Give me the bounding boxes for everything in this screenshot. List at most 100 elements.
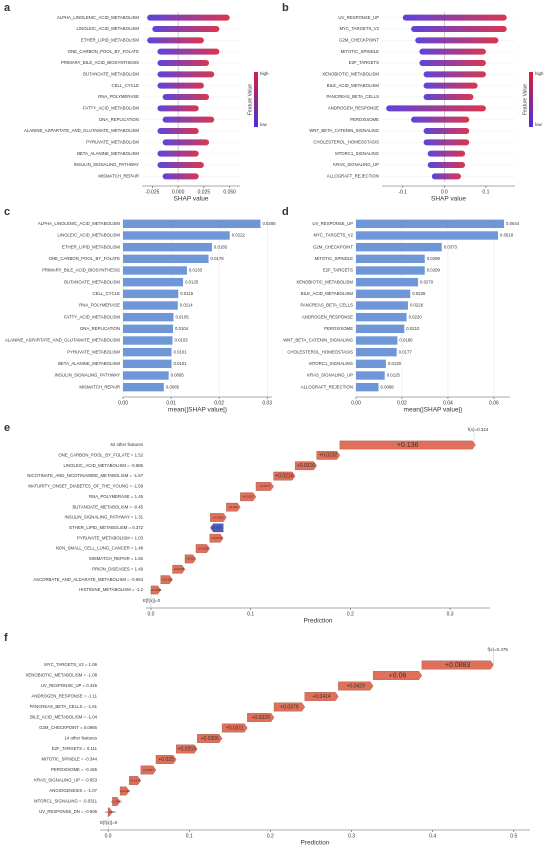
value-label: -0.013 [213, 526, 222, 530]
value-label: +0.06 [389, 672, 407, 679]
value-label: +0.0161 [213, 515, 224, 519]
value-label: +0.0259 [178, 746, 196, 752]
feature-label: FATTY_ACID_METABOLISM [83, 105, 139, 110]
value-label: +0.0414 [312, 694, 330, 700]
value-label: +0.0138 [197, 546, 208, 550]
value-label: 0.0101 [174, 361, 188, 366]
swarm [423, 71, 486, 78]
bar [356, 347, 397, 357]
value-label: 0.0644 [506, 221, 520, 226]
feature-label: ALANINE_ASPARTATE_AND_GLUTAMATE_METABOLI… [24, 128, 139, 133]
feature-label: BUTANOATE_METABOLISM [83, 71, 139, 76]
x-tick-label: 0.0 [105, 833, 112, 839]
x-tick-label: 0.06 [489, 400, 499, 406]
swarm [431, 173, 461, 180]
value-label: 0.0299 [427, 268, 441, 273]
x-tick-label: 0.025 [198, 189, 211, 195]
feature-label: MYC_TARGETS_V2 [339, 26, 379, 31]
feature-label: LINOLEIC_ACID_METABOLISM [77, 26, 140, 31]
x-tick-label: 0.04 [443, 400, 453, 406]
feature-label: MITOTIC_SPINDLE [341, 49, 379, 54]
shap-arrow [338, 681, 374, 691]
value-label: 0.0220 [409, 314, 423, 319]
value-label: +0.0379 [280, 704, 298, 710]
value-label: 0.0178 [211, 256, 225, 261]
swarm [152, 26, 220, 32]
value-label: +0.0306 [201, 736, 219, 742]
feature-label: MYC_TARGETS_V2 = 1.06 [44, 662, 97, 667]
value-label: +0.0216 [275, 473, 293, 479]
feature-label: ONE_CARBON_POOL_BY_FOLATE [68, 49, 139, 54]
feature-label: NICOTINATE_AND_NICOTINAMIDE_METABOLISM =… [27, 473, 143, 478]
value-label: 0.0103 [175, 338, 189, 343]
shap-arrow [373, 671, 423, 680]
bar [123, 301, 178, 310]
swarm [157, 150, 199, 157]
x-tick-label: 0.2 [347, 611, 354, 617]
feature-label: PRION_DISEASES = 1.49 [92, 566, 143, 571]
feature-label: LINOLEIC_ACID_METABOLISM [58, 233, 121, 238]
value-label: +0.0177 [259, 484, 270, 488]
feature-label: WNT_BETA_CATENIN_SIGNALING [309, 128, 379, 133]
feature-label: NON_SMALL_CELL_LUNG_CANCER = 1.48 [56, 546, 144, 551]
bar [356, 371, 385, 380]
shap-arrow [255, 482, 274, 491]
x-tick-label: 0.00 [118, 400, 128, 406]
panel-letter: c [4, 206, 10, 218]
feature-label: MTORC1_SIGNALING [309, 361, 354, 366]
feature-label: PANCREAS_BETA_CELLS [326, 94, 379, 99]
swarm [162, 139, 210, 146]
feature-label: UV_RESPONSE_UP [338, 15, 379, 20]
value-label: +0.0187 [143, 768, 154, 772]
bar [356, 382, 379, 392]
shap-arrow [247, 713, 275, 722]
feature-label: LINOLEIC_ACID_METABOLISM = -0.886 [63, 463, 143, 468]
shap-arrow [107, 807, 113, 817]
feature-label: BETA_ALANINE_METABOLISM [77, 151, 139, 156]
colorbar-high: high [535, 71, 544, 76]
swarm [415, 37, 499, 44]
value-label: +0.011 [186, 557, 195, 561]
bar [123, 266, 187, 275]
x-axis-label: Prediction [301, 840, 330, 847]
value-label: +0.0098 [150, 588, 161, 592]
swarm [423, 82, 478, 89]
x-tick-label: 0.1 [247, 611, 254, 617]
x-tick-label: -0.025 [145, 189, 159, 195]
shap-arrow [195, 544, 210, 553]
feature-label: PANCREAS_BETA_CELLS [300, 303, 353, 308]
feature-label: CELL_CYCLE [93, 291, 121, 296]
panel-letter: a [4, 2, 11, 14]
x-tick-label: 0.02 [397, 400, 407, 406]
swarm [423, 94, 474, 100]
feature-label: ALPHA_LINOLENIC_ACID_METABOLISM [38, 221, 120, 226]
panel-letter: b [282, 2, 289, 14]
value-label: 0.0130 [388, 361, 402, 366]
feature-label: E2F_TARGETS = 0.111 [52, 746, 98, 751]
bar [356, 219, 505, 229]
value-label: +0.0125 [173, 567, 184, 571]
shap-arrow [160, 575, 173, 584]
value-label: +0.0232 [319, 453, 337, 459]
feature-label: 62 other features [111, 442, 144, 447]
feature-label: PRIMARY_BILE_ACID_BIOSYNTHESIS [61, 60, 139, 65]
x-tick-label: 0.0 [148, 611, 155, 617]
bar [356, 277, 419, 287]
value-label: 0.0210 [406, 326, 420, 331]
value-label: +0.0053 [105, 810, 116, 814]
swarm [157, 71, 215, 78]
bar [356, 301, 408, 310]
value-label: 0.0085 [166, 384, 180, 389]
x-tick-label: 0.03 [262, 400, 272, 406]
x-axis-label: Prediction [304, 618, 333, 625]
bar [356, 336, 398, 345]
feature-label: INSULIN_SIGNALING_PATHWAY [74, 162, 139, 167]
feature-label: PEROXISOME [324, 326, 353, 331]
shap-arrow [240, 492, 257, 502]
value-label: +0.0216 [297, 463, 315, 469]
x-tick-label: 0.000 [172, 189, 185, 195]
panel-letter: f [4, 632, 8, 644]
x-tick-label: 0.0 [441, 189, 448, 195]
value-label: 0.0098 [381, 384, 395, 389]
feature-label: BUTANOATE_METABOLISM = -0.45 [72, 504, 143, 509]
